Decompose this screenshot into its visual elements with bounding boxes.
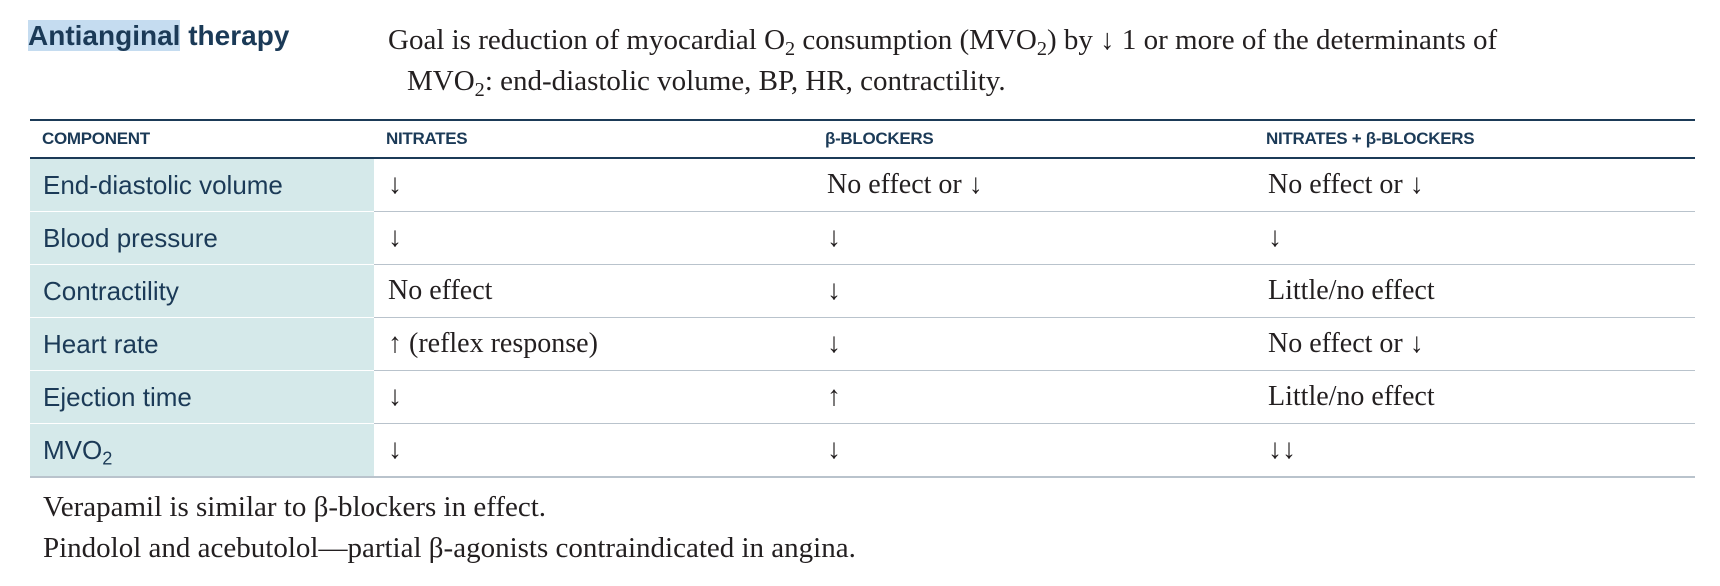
table-cell: ↓ [374, 158, 813, 212]
text-part: Contractility [43, 275, 179, 306]
table-cell: ↑ [813, 370, 1254, 424]
text-part: Heart rate [43, 328, 159, 359]
text-part: Ejection time [43, 381, 192, 412]
notes: Verapamil is similar to β-blockers in ef… [43, 487, 856, 569]
title-highlight: Antianginal [28, 20, 181, 51]
table-row: MVO2 ↓ ↓ ↓↓ [30, 423, 1695, 478]
text-part: Goal is reduction of myocardial O [388, 24, 786, 56]
row-label: End-diastolic volume [30, 158, 374, 212]
subscript: 2 [102, 447, 113, 468]
table-row: Contractility No effect ↓ Little/no effect [30, 264, 1695, 318]
table-cell: ↓ [813, 211, 1254, 265]
text-part: MVO [407, 65, 475, 97]
row-label: Blood pressure [30, 211, 374, 265]
table-row: Blood pressure ↓ ↓ ↓ [30, 211, 1695, 265]
header-row: COMPONENT NITRATES β-BLOCKERS NITRATES + β-… [30, 119, 1695, 159]
row-label: MVO2 [30, 423, 374, 478]
note: Pindolol and acebutolol—partial β-agonis… [43, 532, 856, 564]
table-cell: ↓ [1254, 211, 1695, 265]
text-part: : end-diastolic volume, BP, HR, contract… [484, 65, 1006, 97]
intro-line: MVO2: end-diastolic volume, BP, HR, cont… [388, 61, 1497, 102]
table-cell: ↓ [374, 211, 813, 265]
table-cell: ↓ [374, 423, 813, 478]
row-label: Ejection time [30, 370, 374, 424]
intro: Goal is reduction of myocardial O2 consu… [388, 20, 1497, 102]
subscript: 2 [474, 79, 485, 102]
table-cell: ↓ [374, 370, 813, 424]
table-cell: No effect [374, 264, 813, 318]
row-label: Contractility [30, 264, 374, 318]
table-row: Heart rate ↑ (reflex response) ↓ No effect … [30, 317, 1695, 371]
table-cell: ↓↓ [1254, 423, 1695, 478]
column-header: β-BLOCKERS [813, 119, 1254, 159]
title: Antianginal therapy [28, 20, 289, 52]
table: COMPONENT NITRATES β-BLOCKERS NITRATES + β-… [30, 119, 1695, 478]
table-row: Ejection time ↓ ↑ Little/no effect [30, 370, 1695, 424]
row-label: Heart rate [30, 317, 374, 371]
table-cell: No effect or ↓ [1254, 158, 1695, 212]
table-cell: ↓ [813, 317, 1254, 371]
table-cell: No effect or ↓ [1254, 317, 1695, 371]
title-text: therapy [188, 20, 290, 51]
subscript: 2 [1036, 38, 1047, 61]
text-part: Blood pressure [43, 222, 218, 253]
table-cell: ↑ (reflex response) [374, 317, 813, 371]
text-part: ) by ↓ 1 or more of the determinants of [1046, 24, 1498, 56]
table-cell: Little/no effect [1254, 370, 1695, 424]
column-header: COMPONENT [30, 119, 374, 159]
table-cell: No effect or ↓ [813, 158, 1254, 212]
intro-line: Goal is reduction of myocardial O2 consu… [388, 20, 1497, 61]
subscript: 2 [785, 38, 796, 61]
table-cell: ↓ [813, 423, 1254, 478]
table-cell: ↓ [813, 264, 1254, 318]
column-header: NITRATES + β-BLOCKERS [1254, 119, 1695, 159]
text-part: End-diastolic volume [43, 169, 283, 200]
text-part: consumption (MVO [795, 24, 1037, 56]
note: Verapamil is similar to β-blockers in ef… [43, 491, 547, 523]
table-cell: Little/no effect [1254, 264, 1695, 318]
text-part: MVO [43, 434, 103, 465]
column-header: NITRATES [374, 119, 813, 159]
table-row: End-diastolic volume ↓ No effect or ↓ No ef… [30, 158, 1695, 212]
